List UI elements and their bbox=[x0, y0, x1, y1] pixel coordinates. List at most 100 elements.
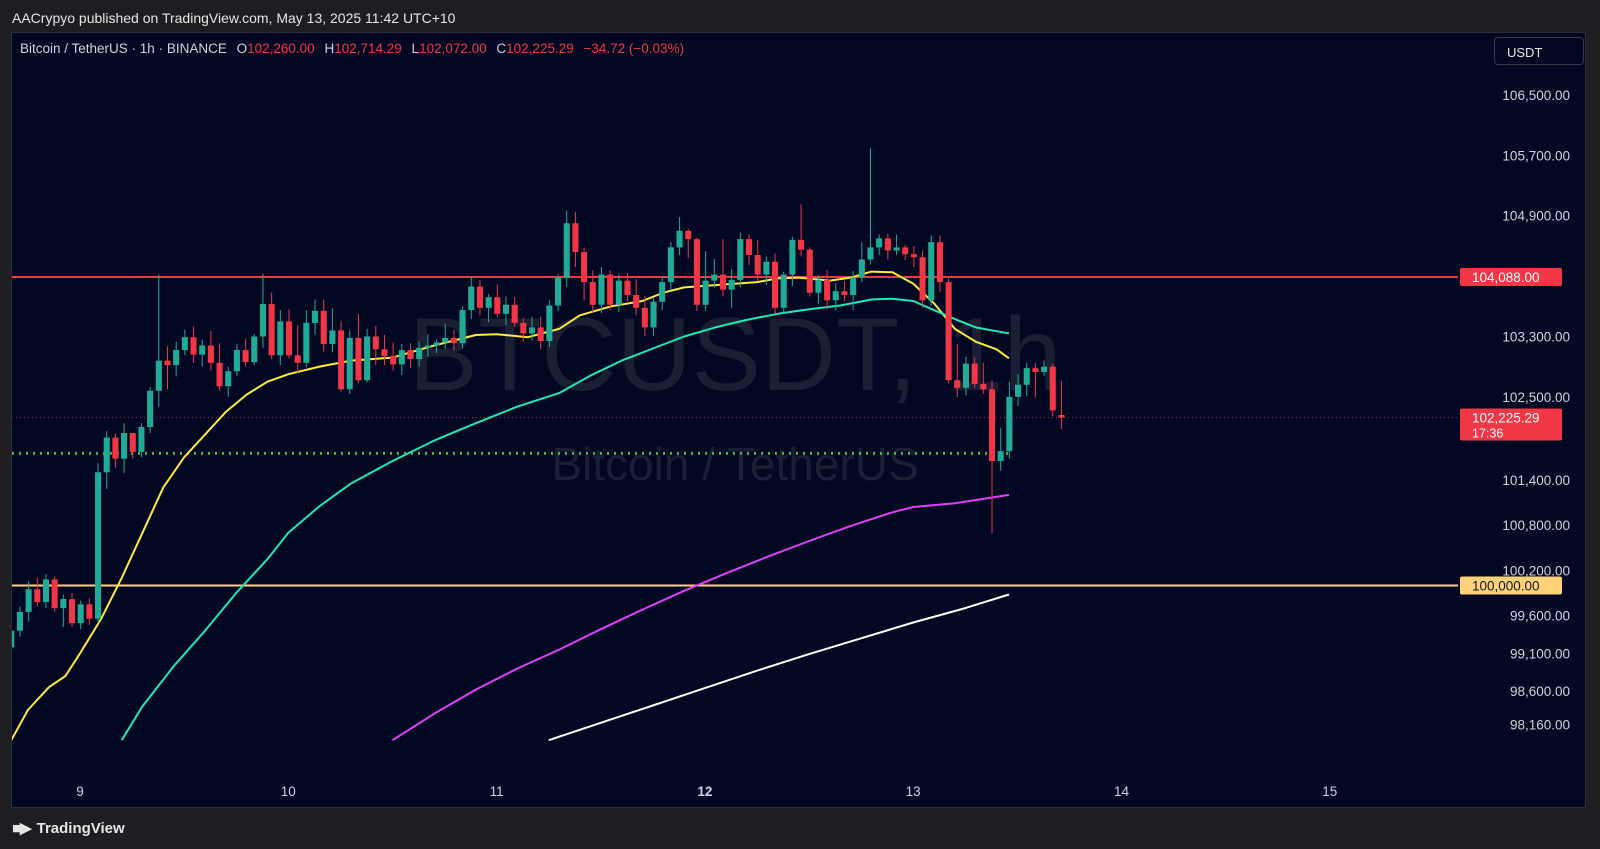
candle bbox=[936, 235, 943, 292]
candle bbox=[485, 294, 492, 323]
price-label-2: 100,000.00 bbox=[1460, 576, 1562, 595]
ema-line-0[interactable] bbox=[11, 270, 1010, 741]
candle bbox=[268, 292, 275, 360]
candle bbox=[311, 299, 319, 335]
candle bbox=[555, 274, 562, 311]
candle bbox=[164, 346, 171, 390]
candle bbox=[841, 281, 848, 302]
price-label-0: 104,088.00 bbox=[1460, 268, 1562, 287]
candle bbox=[546, 300, 553, 348]
candle bbox=[702, 251, 709, 311]
y-tick-label: 100,800.00 bbox=[1502, 518, 1570, 533]
candle bbox=[572, 211, 579, 268]
candle bbox=[919, 250, 926, 308]
candle bbox=[251, 334, 258, 366]
candle bbox=[1032, 362, 1039, 398]
y-tick-label: 106,500.00 bbox=[1502, 88, 1570, 103]
candle bbox=[945, 278, 952, 384]
legend-change: −34.72 (−0.03%) bbox=[583, 41, 685, 56]
legend-open: 102,260.00 bbox=[247, 41, 315, 56]
candle bbox=[1041, 360, 1048, 376]
ema-line-2[interactable] bbox=[391, 493, 1010, 742]
candle bbox=[771, 253, 779, 314]
price-label-text: 104,088.00 bbox=[1472, 270, 1540, 285]
candle bbox=[60, 594, 67, 627]
candle bbox=[433, 339, 440, 354]
candle bbox=[641, 295, 648, 336]
candle bbox=[181, 329, 188, 356]
candle bbox=[685, 228, 692, 258]
price-label-text: 100,000.00 bbox=[1472, 578, 1540, 593]
candle bbox=[650, 297, 657, 336]
candle bbox=[589, 270, 596, 313]
candle bbox=[884, 233, 891, 260]
candle bbox=[233, 344, 240, 376]
y-tick-label: 102,500.00 bbox=[1502, 390, 1570, 405]
legend-symbol[interactable]: Bitcoin / TetherUS · 1h · BINANCE bbox=[20, 41, 227, 56]
candle bbox=[155, 274, 162, 407]
candle bbox=[780, 271, 787, 314]
candle bbox=[745, 234, 753, 265]
candle bbox=[459, 306, 466, 349]
candle bbox=[294, 325, 301, 373]
candle bbox=[216, 343, 223, 391]
candle bbox=[971, 357, 978, 388]
candle bbox=[407, 343, 414, 369]
candle bbox=[928, 235, 935, 306]
candle bbox=[320, 299, 327, 352]
candle bbox=[806, 247, 813, 297]
candle bbox=[1006, 381, 1013, 459]
price-label-countdown: 17:36 bbox=[1472, 427, 1503, 441]
candle bbox=[190, 326, 197, 363]
candle bbox=[667, 242, 674, 290]
legend-open-label: O bbox=[236, 41, 248, 56]
candle bbox=[893, 234, 900, 255]
candle bbox=[607, 270, 614, 311]
x-tick-label: 11 bbox=[490, 784, 504, 799]
candle bbox=[225, 366, 232, 397]
candle bbox=[199, 339, 206, 367]
candle bbox=[563, 210, 570, 287]
candle bbox=[581, 247, 588, 301]
candle bbox=[537, 316, 544, 350]
y-tick-label: 103,300.00 bbox=[1502, 329, 1570, 344]
publish-bar: AACrypyo published on TradingView.com, M… bbox=[0, 0, 1600, 34]
candle bbox=[728, 269, 735, 308]
candle bbox=[693, 237, 700, 311]
candles bbox=[12, 147, 1065, 648]
candle bbox=[1015, 374, 1022, 406]
candle bbox=[121, 423, 128, 474]
tradingview-logo-icon: ■▶ bbox=[12, 820, 32, 837]
ema-line-3[interactable] bbox=[548, 593, 1010, 742]
candle bbox=[364, 328, 371, 383]
candle bbox=[476, 279, 483, 316]
x-tick-label: 10 bbox=[281, 784, 296, 799]
candle bbox=[42, 574, 50, 609]
candle bbox=[754, 239, 761, 282]
candle bbox=[676, 217, 683, 255]
candle bbox=[86, 598, 93, 625]
y-tick-label: 99,600.00 bbox=[1510, 609, 1570, 624]
tradingview-brand[interactable]: ■▶ TradingView bbox=[12, 819, 125, 837]
candle bbox=[659, 276, 666, 311]
watermark-name: Bitcoin / TetherUS bbox=[551, 438, 918, 490]
candle bbox=[876, 234, 883, 255]
candle bbox=[615, 274, 622, 313]
candle bbox=[511, 297, 518, 327]
candle bbox=[51, 576, 58, 612]
candle bbox=[954, 344, 961, 397]
candle bbox=[962, 356, 970, 396]
ohlc-legend: Bitcoin / TetherUS · 1h · BINANCE O102,2… bbox=[20, 41, 684, 56]
ema-line-1[interactable] bbox=[120, 297, 1010, 741]
candle bbox=[173, 341, 180, 377]
y-tick-label: 104,900.00 bbox=[1502, 209, 1570, 224]
candle bbox=[147, 387, 154, 434]
chart-pane[interactable] bbox=[11, 32, 1586, 808]
currency-button[interactable]: USDT bbox=[1494, 37, 1584, 65]
legend-high-label: H bbox=[324, 41, 335, 56]
candle bbox=[346, 330, 353, 394]
candle bbox=[372, 325, 379, 366]
